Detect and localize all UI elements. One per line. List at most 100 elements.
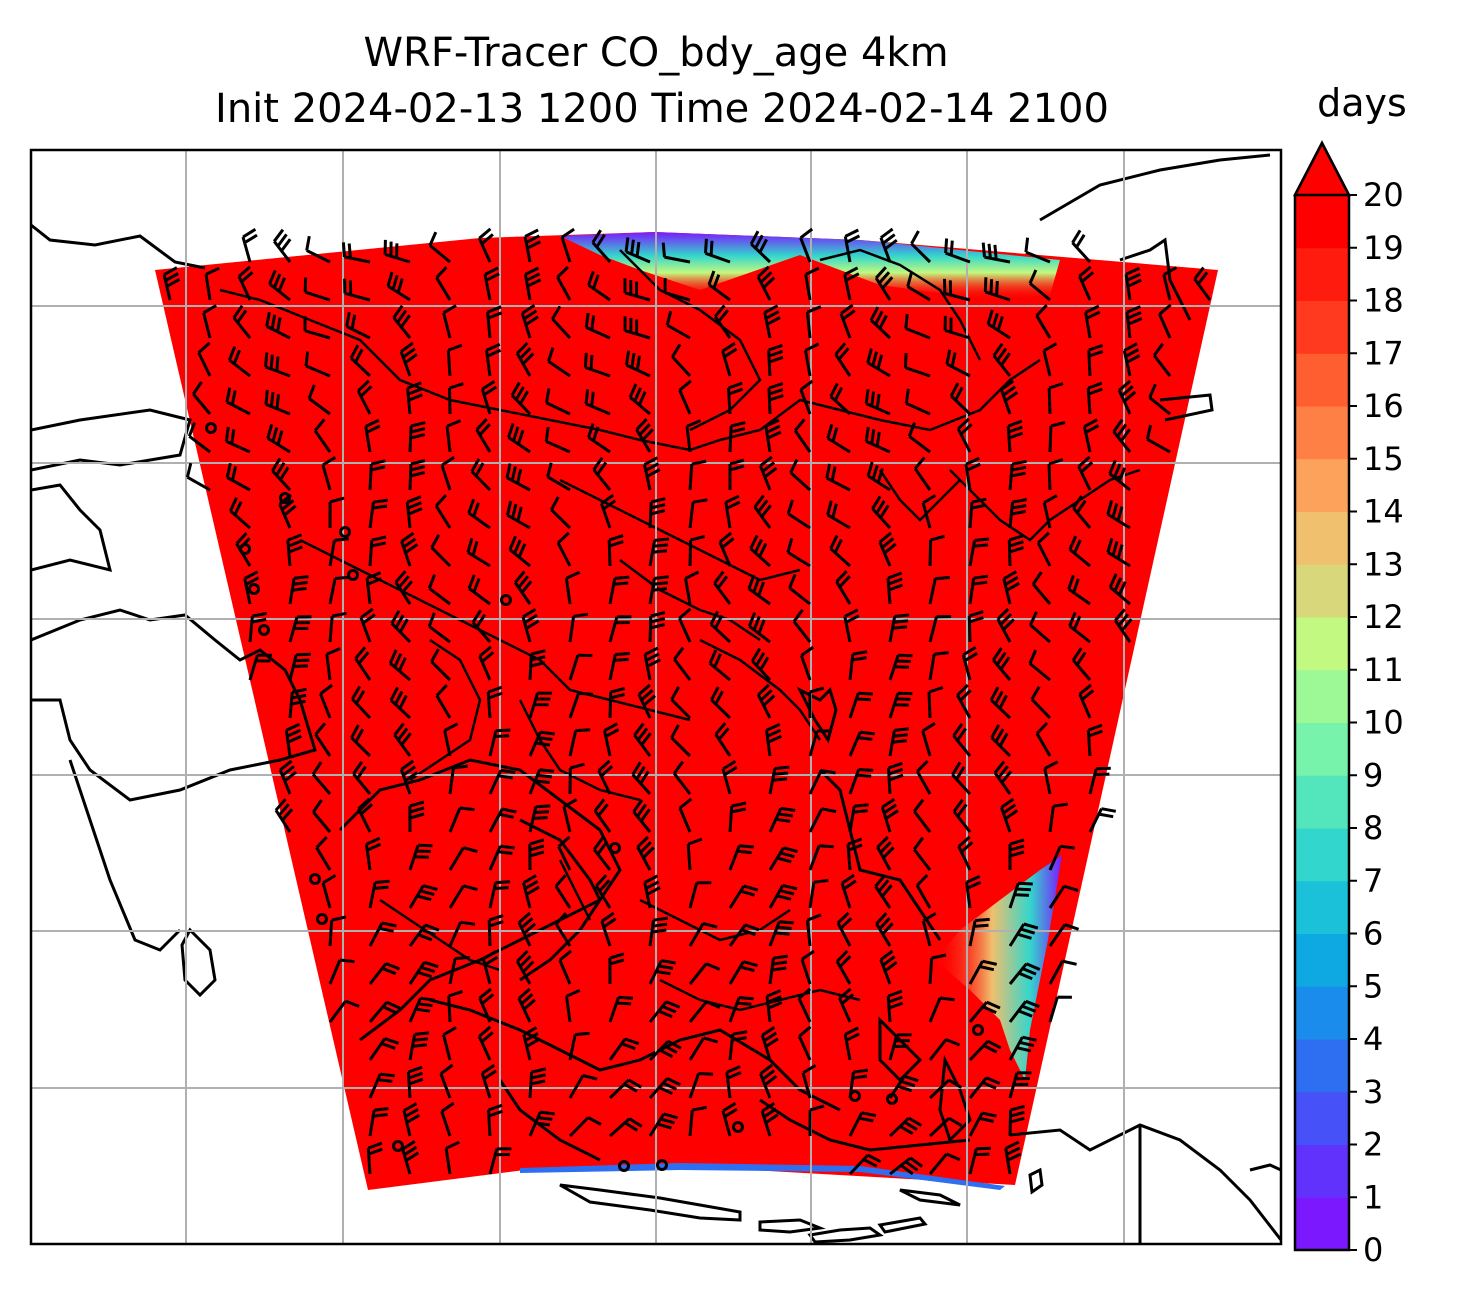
wind-barb xyxy=(288,652,311,681)
wind-barb xyxy=(708,649,731,682)
wind-barb xyxy=(643,874,661,909)
wind-barb xyxy=(725,1065,742,1099)
wind-barb xyxy=(648,1112,679,1137)
wind-barb xyxy=(648,1039,682,1062)
coastlines xyxy=(31,153,1281,1244)
wind-barb xyxy=(808,686,825,719)
wind-barb xyxy=(678,797,693,833)
wind-barb xyxy=(368,921,397,947)
wind-barb xyxy=(1124,266,1142,301)
wind-barb xyxy=(1002,570,1021,605)
wind-barb xyxy=(648,497,666,529)
wind-barb xyxy=(448,846,478,871)
wind-barb xyxy=(365,571,382,605)
wind-barb xyxy=(848,1153,882,1176)
fresh-air-south xyxy=(520,1163,1005,1190)
wind-barb xyxy=(1007,534,1024,567)
wind-barb xyxy=(1008,1035,1037,1061)
wind-barb xyxy=(623,316,651,340)
wind-barb xyxy=(1071,229,1092,264)
wind-barb xyxy=(888,727,909,757)
wind-barb xyxy=(721,342,738,377)
wind-barb xyxy=(764,418,782,453)
wind-barb xyxy=(768,920,794,947)
wind-barb xyxy=(225,387,251,416)
wind-barb xyxy=(401,1140,420,1175)
wind-barb xyxy=(528,649,546,681)
wind-barb xyxy=(508,535,531,568)
colorbar-segment xyxy=(1295,1091,1349,1145)
wind-barb xyxy=(1028,649,1051,682)
wind-barb xyxy=(597,759,614,795)
wind-barb xyxy=(747,612,771,644)
wind-barb xyxy=(871,495,892,530)
wind-barb xyxy=(486,685,503,719)
wind-barb xyxy=(313,418,332,453)
wind-barb xyxy=(237,265,254,301)
wind-barb xyxy=(756,683,776,719)
map-axes xyxy=(31,150,1281,1244)
wind-barb xyxy=(1042,494,1058,529)
colorbar-segment xyxy=(1295,458,1349,512)
wind-barb xyxy=(826,423,851,454)
wind-barb xyxy=(728,960,758,985)
wind-barb xyxy=(983,277,1011,302)
wind-barb xyxy=(665,310,691,340)
wind-barb xyxy=(713,304,732,339)
wind-barb xyxy=(1048,802,1069,833)
wind-barb xyxy=(952,723,972,757)
wind-barb xyxy=(636,835,655,871)
colorbar-tick-label: 3 xyxy=(1363,1073,1383,1111)
wind-barb xyxy=(767,382,784,415)
wind-barb xyxy=(786,499,811,530)
wind-barb xyxy=(466,537,491,568)
wind-barb xyxy=(1086,381,1103,415)
wind-barb xyxy=(248,653,273,681)
wind-barb xyxy=(808,844,834,871)
wind-barb xyxy=(797,1025,812,1061)
colorbar-tick-label: 10 xyxy=(1363,704,1404,742)
wind-barb xyxy=(1030,685,1052,720)
wind-barb xyxy=(394,570,414,605)
wind-barb xyxy=(368,879,390,909)
wind-barb xyxy=(368,535,387,567)
wind-barb xyxy=(488,728,511,757)
colorbar-segment xyxy=(1295,1144,1349,1198)
wind-barb xyxy=(467,574,491,606)
wind-barb xyxy=(408,843,433,871)
wind-barb xyxy=(1006,419,1024,453)
wind-barb xyxy=(595,874,612,909)
wind-barb xyxy=(886,571,904,605)
wind-barb xyxy=(522,874,540,909)
wind-barb xyxy=(686,837,703,871)
wind-barb xyxy=(1084,304,1101,339)
wind-barb xyxy=(825,463,851,492)
wind-barb xyxy=(990,724,1012,758)
wind-barb xyxy=(328,958,355,985)
wind-barb xyxy=(624,350,651,378)
wind-barb xyxy=(643,456,661,491)
wind-barb xyxy=(587,270,611,302)
wind-barb xyxy=(1028,269,1051,302)
wind-barb xyxy=(834,342,852,377)
colorbar-tick-label: 5 xyxy=(1363,967,1383,1005)
wind-barb xyxy=(633,722,652,757)
wind-barb xyxy=(765,989,783,1023)
wind-barb xyxy=(964,456,981,491)
wind-barb xyxy=(843,608,860,643)
wind-barb xyxy=(400,531,419,567)
wind-barb xyxy=(448,764,468,795)
wind-barb xyxy=(584,312,611,340)
wind-barb xyxy=(284,722,302,757)
wind-barb xyxy=(765,723,782,757)
wind-barb xyxy=(265,311,291,340)
wind-barb xyxy=(528,768,555,795)
wind-barb xyxy=(446,343,463,377)
wind-barb xyxy=(505,463,531,492)
wind-barb xyxy=(956,417,973,453)
wind-barb xyxy=(392,304,412,339)
colorbar-tick-label: 7 xyxy=(1363,862,1383,900)
wind-barb xyxy=(801,1064,817,1099)
colorbar-segment xyxy=(1295,406,1349,460)
wind-barb xyxy=(968,917,990,947)
